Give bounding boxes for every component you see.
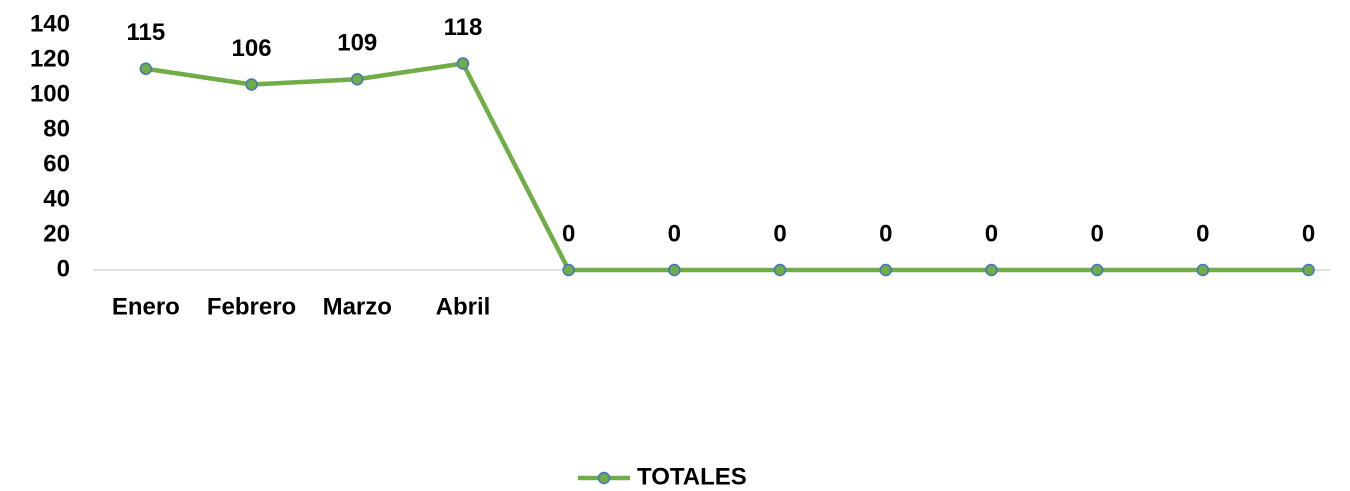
x-tick-label: Abril bbox=[436, 293, 491, 320]
data-point bbox=[1196, 263, 1210, 277]
x-tick-label: Enero bbox=[112, 293, 180, 320]
data-point bbox=[139, 62, 153, 75]
data-label: 0 bbox=[1196, 220, 1209, 247]
data-label: 0 bbox=[1302, 220, 1315, 247]
data-point bbox=[879, 263, 892, 277]
data-label: 0 bbox=[879, 220, 892, 247]
legend-label: TOTALES bbox=[637, 463, 747, 490]
data-point bbox=[1090, 263, 1104, 277]
x-tick-label: Febrero bbox=[207, 293, 296, 320]
data-label: 0 bbox=[668, 220, 681, 247]
data-point bbox=[245, 78, 258, 91]
legend-marker bbox=[597, 471, 611, 485]
y-tick-label: 40 bbox=[43, 185, 70, 212]
data-point bbox=[351, 73, 364, 86]
data-label: 109 bbox=[337, 30, 377, 57]
x-tick-label: Marzo bbox=[323, 293, 392, 320]
data-label: 0 bbox=[562, 220, 575, 247]
data-point bbox=[1302, 263, 1315, 277]
y-tick-label: 140 bbox=[30, 10, 70, 37]
data-label: 0 bbox=[985, 220, 998, 247]
y-tick-label: 0 bbox=[57, 255, 70, 282]
data-point bbox=[562, 263, 575, 277]
data-point bbox=[668, 263, 681, 277]
series-line bbox=[145, 61, 1309, 273]
data-label: 0 bbox=[773, 220, 786, 247]
data-point bbox=[985, 263, 998, 277]
y-tick-label: 60 bbox=[43, 150, 70, 177]
y-tick-label: 100 bbox=[30, 80, 70, 107]
data-point bbox=[773, 263, 787, 277]
y-tick-label: 120 bbox=[30, 45, 70, 72]
y-tick-label: 20 bbox=[43, 220, 70, 247]
data-point bbox=[456, 57, 470, 70]
data-label: 118 bbox=[444, 14, 483, 41]
data-label: 115 bbox=[126, 19, 165, 46]
data-label: 106 bbox=[232, 35, 272, 62]
y-tick-label: 80 bbox=[43, 115, 70, 142]
data-label: 0 bbox=[1090, 220, 1103, 247]
